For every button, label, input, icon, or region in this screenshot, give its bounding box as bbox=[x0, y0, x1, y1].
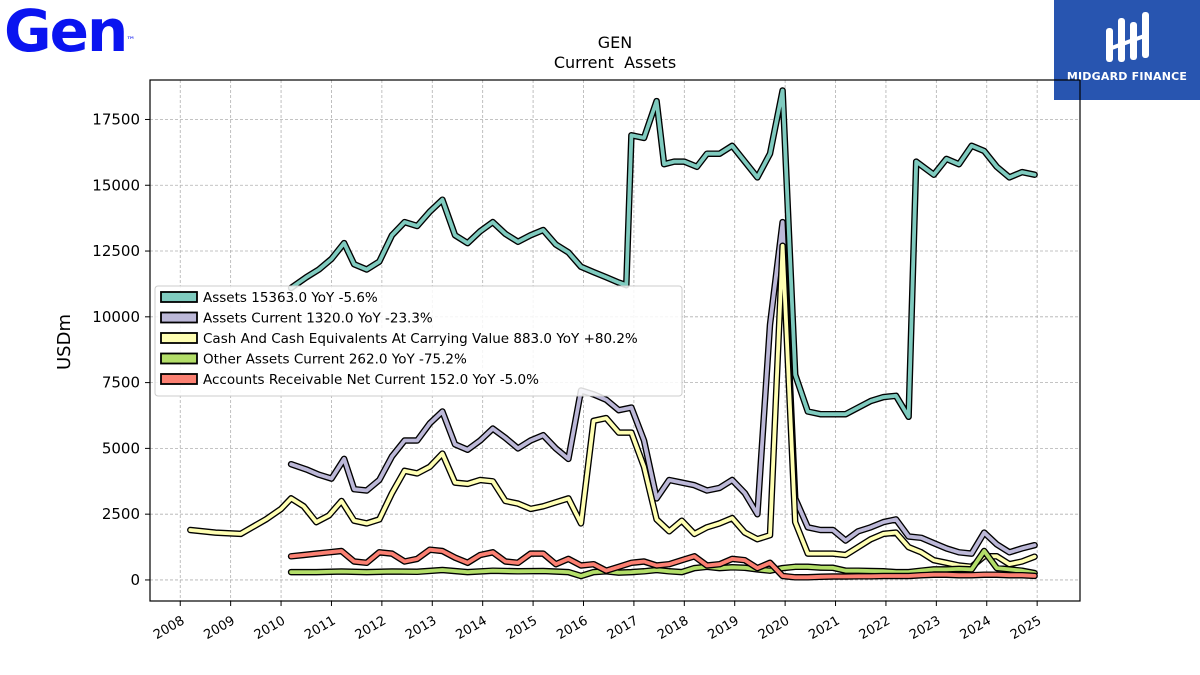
midgard-emblem-icon bbox=[1054, 0, 1200, 100]
series-line bbox=[289, 88, 1037, 419]
series-line bbox=[289, 547, 1037, 580]
y-tick-label: 15000 bbox=[92, 176, 140, 194]
x-tick-label: 2016 bbox=[554, 613, 590, 643]
partner-name: MIDGARD FINANCE bbox=[1066, 70, 1188, 83]
x-tick-label: 2012 bbox=[353, 613, 389, 643]
x-tick-label: 2025 bbox=[1008, 613, 1044, 643]
plot-frame bbox=[149, 79, 1081, 602]
series-line bbox=[289, 220, 1037, 556]
midgard-finance-logo: MIDGARD FINANCE bbox=[1054, 0, 1200, 100]
y-tick-label: 7500 bbox=[102, 374, 140, 392]
chart-title: GEN bbox=[598, 33, 632, 52]
x-tick-label: 2019 bbox=[706, 613, 742, 643]
legend-entry: Assets 15363.0 YoY -5.6% bbox=[203, 290, 378, 306]
legend-entry: Assets Current 1320.0 YoY -23.3% bbox=[203, 311, 433, 327]
x-tick-label: 2018 bbox=[655, 613, 691, 643]
x-tick-label: 2011 bbox=[302, 613, 338, 643]
legend-entry: Accounts Receivable Net Current 152.0 Yo… bbox=[203, 372, 539, 388]
x-tick-label: 2015 bbox=[504, 613, 540, 643]
y-axis-label: USDm bbox=[54, 314, 75, 370]
trademark-symbol: ™ bbox=[126, 36, 136, 46]
x-tick-label: 2009 bbox=[201, 613, 237, 643]
x-tick-label: 2023 bbox=[907, 613, 943, 643]
legend: Assets 15363.0 YoY -5.6% Assets Current 1… bbox=[154, 285, 683, 397]
legend-swatch bbox=[160, 311, 198, 324]
series-line bbox=[289, 549, 1037, 578]
x-tick-label: 2024 bbox=[958, 613, 994, 643]
legend-swatch bbox=[160, 332, 198, 344]
y-tick-label: 17500 bbox=[92, 110, 140, 128]
y-tick-label: 5000 bbox=[102, 439, 140, 457]
legend-entry: Other Assets Current 262.0 YoY -75.2% bbox=[203, 352, 467, 368]
y-tick-label: 2500 bbox=[102, 505, 140, 523]
x-tick-label: 2022 bbox=[857, 613, 893, 643]
x-tick-label: 2008 bbox=[151, 613, 187, 643]
legend-box bbox=[154, 285, 683, 397]
x-tick-label: 2021 bbox=[806, 613, 842, 643]
x-tick-label: 2013 bbox=[403, 613, 439, 643]
legend-entry: Cash And Cash Equivalents At Carrying Va… bbox=[203, 331, 638, 347]
y-tick-label: 10000 bbox=[92, 308, 140, 326]
gen-logo-text: Gen bbox=[4, 0, 128, 65]
y-tick-label: 12500 bbox=[92, 242, 140, 260]
series-line bbox=[188, 243, 1037, 569]
chart-subtitle: Current Assets bbox=[554, 53, 676, 72]
x-tick-label: 2020 bbox=[756, 613, 792, 643]
legend-swatch bbox=[160, 352, 198, 365]
gen-logo: Gen™ bbox=[4, 0, 135, 62]
x-tick-label: 2017 bbox=[605, 613, 641, 643]
series-lines bbox=[187, 87, 1038, 581]
x-tick-label: 2010 bbox=[252, 613, 288, 643]
legend-swatch bbox=[160, 291, 198, 303]
x-tick-label: 2014 bbox=[454, 613, 490, 643]
legend-swatch bbox=[160, 373, 198, 385]
y-tick-label: 0 bbox=[130, 571, 140, 589]
